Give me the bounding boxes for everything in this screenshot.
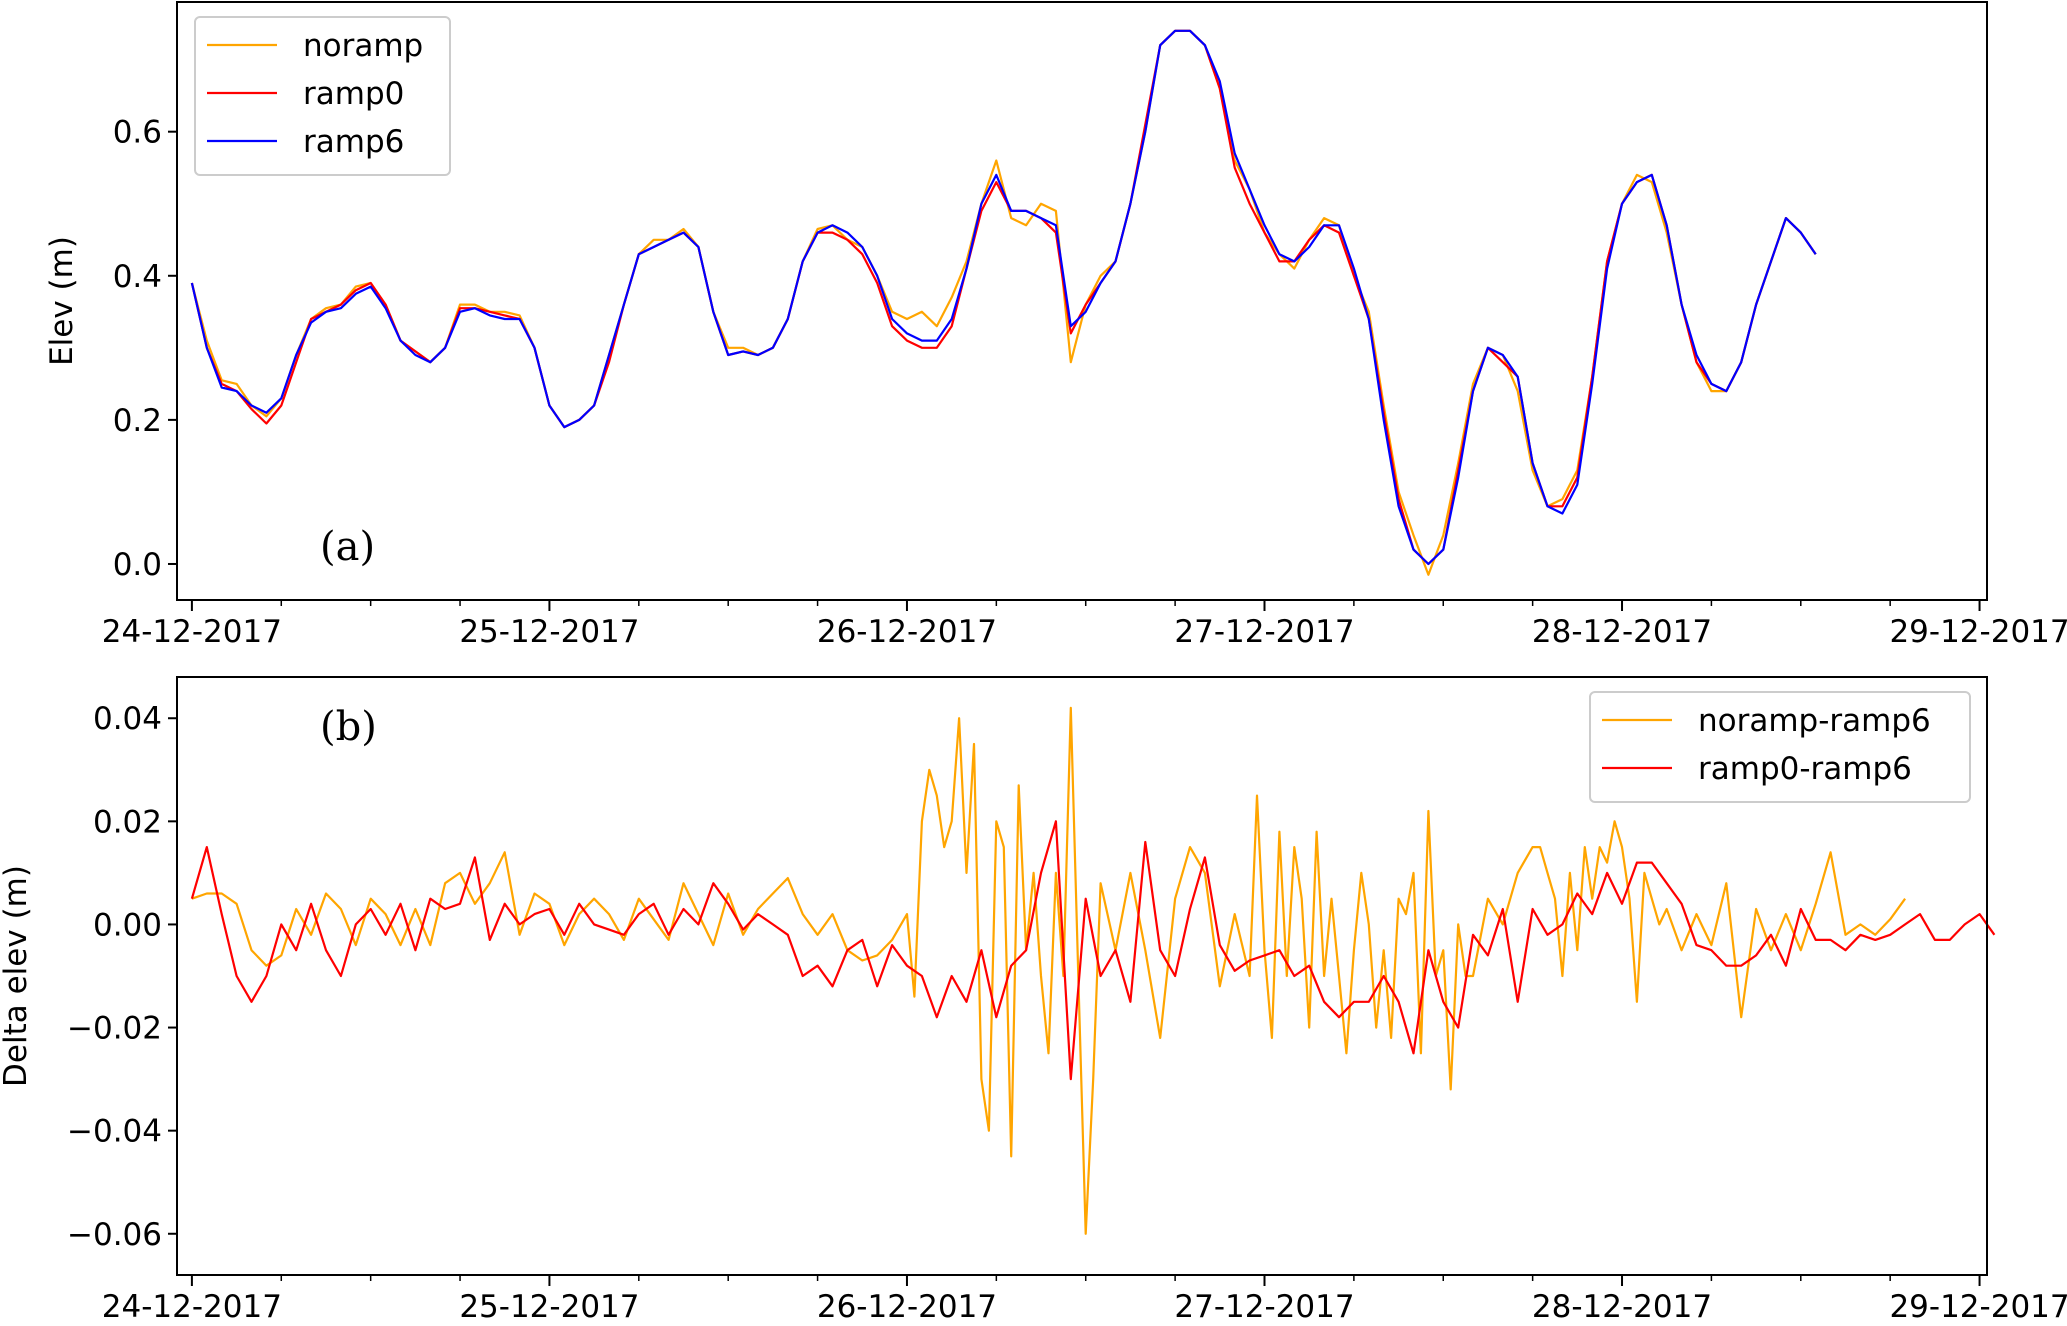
y-tick-label: 0.00 — [93, 907, 162, 943]
series-line-ramp0-ramp6 — [190, 820, 1996, 1081]
panel-b-series-lines — [190, 706, 1996, 1235]
legend-label-noramp-ramp6: noramp-ramp6 — [1698, 703, 1931, 739]
panel-a-x-ticks: 24-12-2017 25-12-2017 26-12-2017 27-12-2017… — [102, 600, 2067, 650]
y-tick-label: 0.04 — [93, 701, 162, 737]
x-tick-label: 29-12-2017 — [1889, 1289, 2067, 1325]
y-tick-label: 0.2 — [113, 403, 162, 439]
x-tick-label: 27-12-2017 — [1174, 1289, 1354, 1325]
x-tick-label: 28-12-2017 — [1532, 1289, 1712, 1325]
panel-a: 0.0 0.2 0.4 0.6 24-12-2017 25-12-2017 26-12-2… — [44, 1, 2067, 650]
legend-label-noramp: noramp — [303, 28, 423, 64]
legend-box — [194, 16, 451, 176]
x-tick-label: 28-12-2017 — [1532, 614, 1712, 650]
y-tick-label: −0.02 — [67, 1011, 162, 1047]
panel-a-label: (a) — [320, 524, 375, 570]
x-tick-label: 24-12-2017 — [102, 1289, 282, 1325]
y-tick-label: −0.06 — [67, 1217, 162, 1253]
panel-b-y-ticks: −0.06 −0.04 −0.02 0.00 0.02 0.04 — [67, 701, 177, 1253]
series-line-ramp6 — [190, 29, 1817, 566]
legend-label-ramp0: ramp0 — [303, 76, 404, 112]
panel-b-label: (b) — [320, 704, 377, 750]
panel-b-y-axis-title: Delta elev (m) — [0, 865, 34, 1087]
panel-a-legend: noramp ramp0 ramp6 — [194, 16, 451, 176]
legend-label-ramp6: ramp6 — [303, 124, 404, 160]
y-tick-label: 0.02 — [93, 804, 162, 840]
y-tick-label: 0.0 — [113, 547, 162, 583]
x-tick-label: 29-12-2017 — [1889, 614, 2067, 650]
panel-b-legend: noramp-ramp6 ramp0-ramp6 — [1589, 691, 1971, 803]
y-tick-label: 0.4 — [113, 259, 162, 295]
panel-a-y-axis-title: Elev (m) — [44, 236, 80, 366]
x-tick-label: 24-12-2017 — [102, 614, 282, 650]
series-line-noramp-ramp6 — [191, 706, 1906, 1235]
x-tick-label: 26-12-2017 — [817, 1289, 997, 1325]
legend-box — [1589, 691, 1971, 803]
panel-b: −0.06 −0.04 −0.02 0.00 0.02 0.04 24-12-2017 25… — [0, 676, 2067, 1325]
x-tick-label: 25-12-2017 — [459, 1289, 639, 1325]
x-tick-label: 26-12-2017 — [817, 614, 997, 650]
panel-a-series-lines — [190, 29, 1817, 576]
x-tick-label: 25-12-2017 — [459, 614, 639, 650]
y-tick-label: 0.6 — [113, 115, 162, 151]
x-tick-label: 27-12-2017 — [1174, 614, 1354, 650]
panel-a-y-ticks: 0.0 0.2 0.4 0.6 — [113, 115, 177, 583]
panel-b-x-ticks: 24-12-2017 25-12-2017 26-12-2017 27-12-2017… — [102, 1275, 2067, 1325]
panel-b-frame — [176, 676, 1988, 1276]
y-tick-label: −0.04 — [67, 1114, 162, 1150]
panel-a-frame — [176, 1, 1988, 601]
legend-label-ramp0-ramp6: ramp0-ramp6 — [1698, 751, 1912, 787]
